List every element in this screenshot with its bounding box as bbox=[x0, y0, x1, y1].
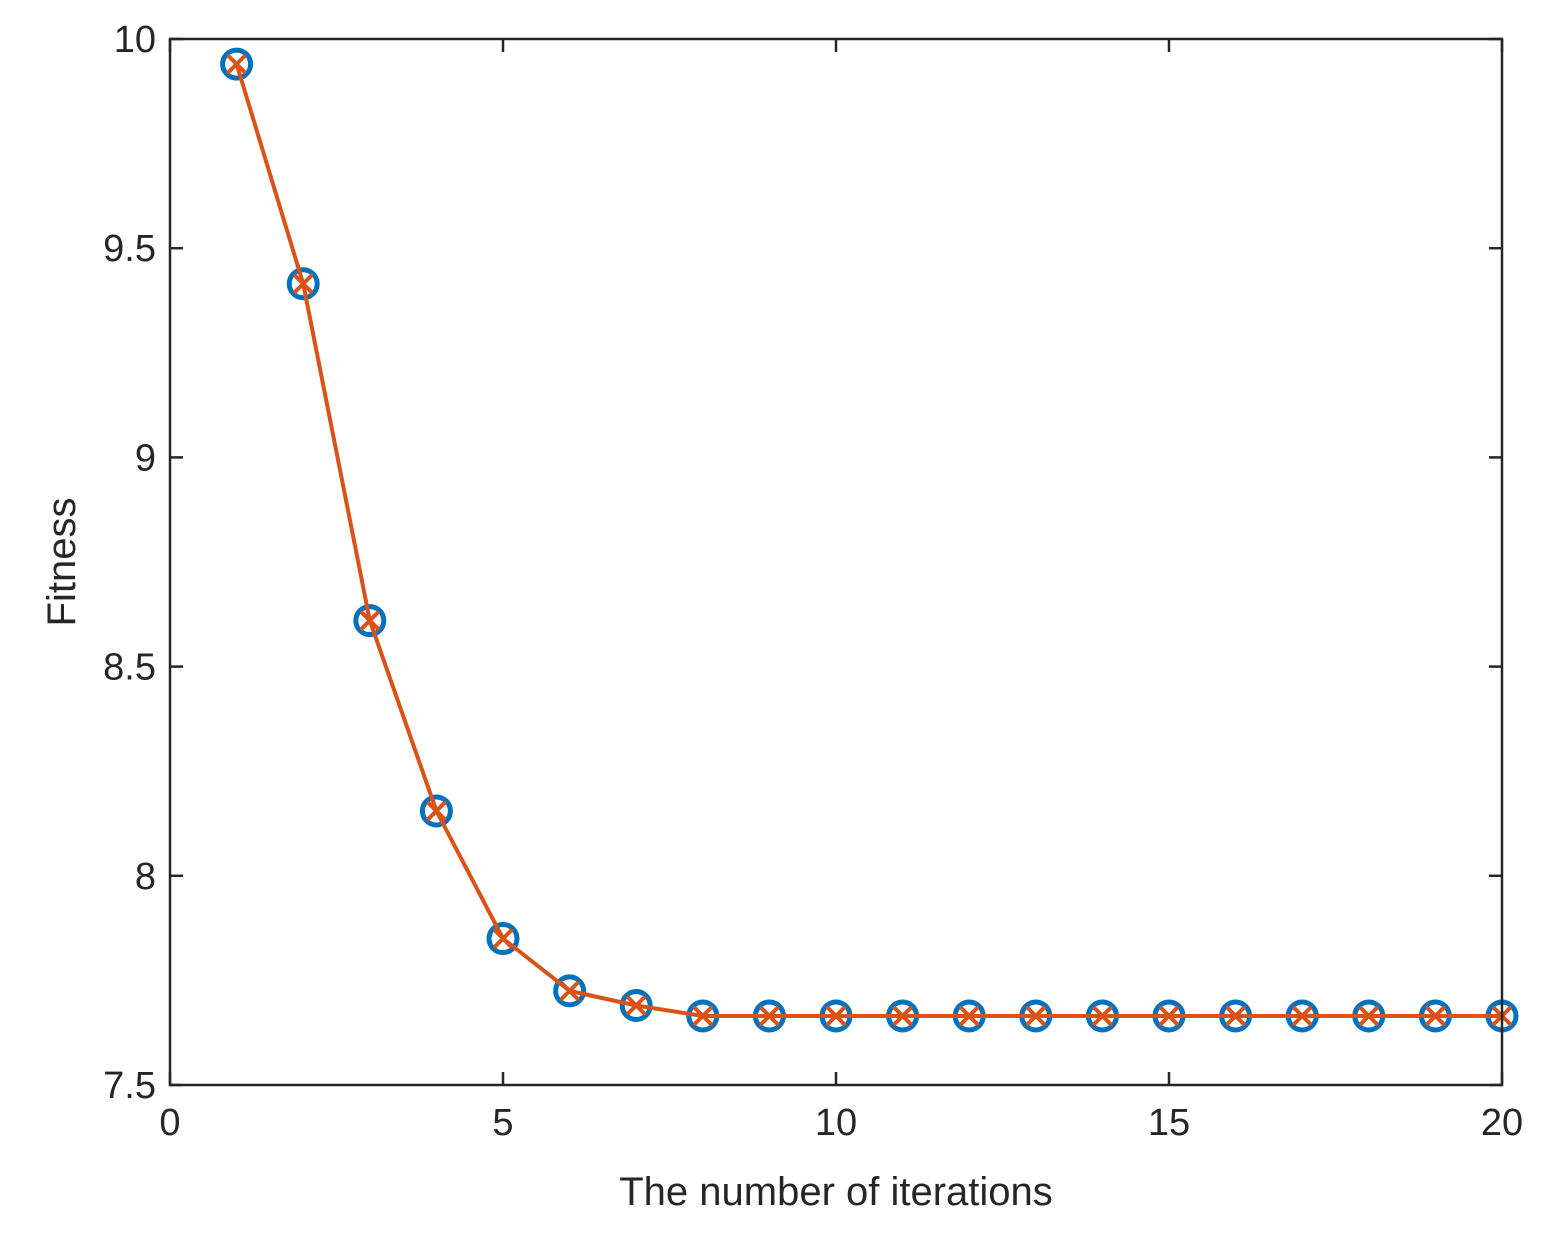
data-point-x-19 bbox=[1425, 1005, 1446, 1026]
data-point-circle-1 bbox=[220, 47, 254, 81]
data-point-x-6 bbox=[559, 980, 580, 1001]
data-point-x-11 bbox=[892, 1005, 913, 1026]
x-tick-label: 5 bbox=[492, 1102, 513, 1144]
x-tick-label: 15 bbox=[1148, 1102, 1190, 1144]
data-point-x-15 bbox=[1159, 1005, 1179, 1026]
data-point-x-18 bbox=[1358, 1005, 1379, 1026]
y-tick-label: 10 bbox=[114, 19, 156, 61]
y-tick-label: 9 bbox=[135, 437, 156, 479]
axes-layer: 0 5 10 15 20 7.5 8 8.5 9 9.5 10 bbox=[103, 19, 1523, 1144]
data-point-x-1 bbox=[226, 54, 247, 75]
x-tick-label: 10 bbox=[815, 1102, 857, 1144]
data-point-circle-6 bbox=[553, 974, 587, 1008]
data-point-x-10 bbox=[826, 1005, 846, 1026]
y-tick-label: 8 bbox=[135, 856, 156, 898]
data-point-x-13 bbox=[1025, 1005, 1046, 1026]
data-point-x-3 bbox=[359, 610, 380, 631]
y-tick-label: 8.5 bbox=[103, 647, 156, 689]
data-point-circle-7 bbox=[619, 989, 653, 1023]
data-point-x-2 bbox=[293, 273, 314, 294]
data-point-circle-2 bbox=[286, 267, 320, 301]
y-axis-title: Fitness bbox=[40, 498, 84, 627]
plot-background bbox=[170, 39, 1502, 1085]
data-point-circle-4 bbox=[419, 794, 453, 828]
x-axis-title: The number of iterations bbox=[619, 1170, 1053, 1214]
y-tick-label: 9.5 bbox=[103, 228, 156, 270]
y-tick-label: 7.5 bbox=[103, 1065, 156, 1107]
data-point-x-17 bbox=[1292, 1005, 1313, 1026]
data-point-x-7 bbox=[626, 995, 647, 1016]
x-tick-label: 20 bbox=[1481, 1102, 1523, 1144]
data-point-x-4 bbox=[426, 800, 447, 821]
data-point-x-5 bbox=[493, 928, 513, 949]
series-line-1 bbox=[234, 63, 1502, 1018]
series-layer bbox=[220, 47, 1519, 1033]
data-point-circle-3 bbox=[353, 604, 387, 638]
data-point-x-9 bbox=[759, 1005, 780, 1026]
data-point-circle-5 bbox=[486, 922, 520, 956]
data-point-x-14 bbox=[1092, 1005, 1113, 1026]
x-tick-label: 0 bbox=[159, 1102, 180, 1144]
data-point-x-16 bbox=[1225, 1005, 1246, 1026]
data-point-x-12 bbox=[959, 1005, 980, 1026]
data-point-x-8 bbox=[692, 1005, 713, 1026]
